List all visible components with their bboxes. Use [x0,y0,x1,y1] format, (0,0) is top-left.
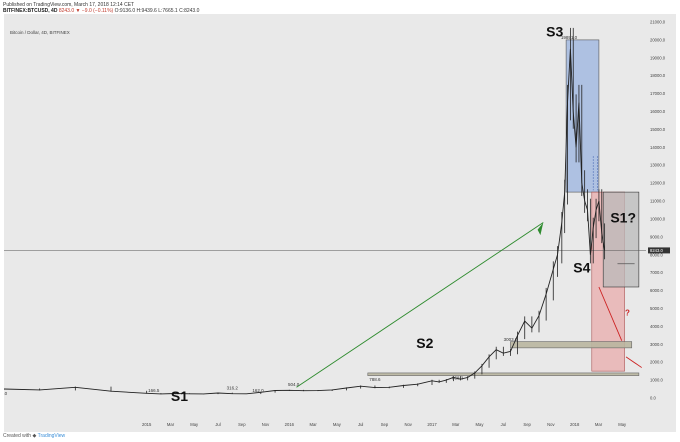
y-tick-label: 18000.0 [650,73,666,78]
y-tick-label: 10000.0 [650,216,666,221]
x-tick-label: Sep [523,422,531,427]
zone-S1q-box [602,191,640,288]
price-label: 5.0 [4,391,8,396]
price-label: 162.0 [252,388,264,393]
price-label: 788.6 [369,377,381,382]
y-tick-label: 6000.0 [650,288,663,293]
x-tick-label: Mar [167,422,175,427]
current-price-label: 8243.0 [650,248,663,253]
price-chart[interactable]: 0.0 1000.0 2000.0 3000.0 4000.0 5000.0 6000.0 7… [4,14,676,432]
price-label: 19891.0 [561,35,578,40]
x-tick-label: Nov [547,422,555,427]
y-tick-label: 20000.0 [650,37,666,42]
zone-support-1200-box [367,372,640,376]
annotation-S1q: S1? [610,210,636,226]
x-tick-label: May [190,422,199,427]
y-tick-label: 17000.0 [650,91,666,96]
y-tick-label: 4000.0 [650,324,663,329]
x-tick-label: May [476,422,485,427]
x-tick-label: May [618,422,627,427]
x-tick-label: 2015 [142,422,152,427]
y-tick-label: 9000.0 [650,234,663,239]
price-label: 3003.0 [504,337,518,342]
ohlc-values: O:9136.0 H:9439.6 L:7665.1 C:8243.0 [114,8,200,14]
x-tick-label: Mar [452,422,460,427]
y-tick-label: 12000.0 [650,181,666,186]
x-tick-label: Sep [381,422,389,427]
y-tick-label: 11000.0 [650,199,665,204]
down-arrow [598,286,623,341]
zone-support-3000-box [510,341,633,349]
x-tick-label: 2016 [285,422,295,427]
y-tick-label: 14000.0 [650,145,666,150]
symbol-line: BITFINEX:BTCUSD, 4D 8243.0 ▼ −9.0 (−0.11… [3,8,199,14]
x-tick-label: Nov [262,422,270,427]
x-tick-label: 2017 [427,422,437,427]
x-tick-label: Jul [358,422,363,427]
x-tick-label: Jul [215,422,220,427]
down-arrow-2 [625,356,642,368]
trend-arrow-head [537,222,544,236]
x-tick-label: Mar [310,422,318,427]
x-tick-label: Sep [238,422,246,427]
y-tick-label: 16000.0 [650,109,666,114]
y-tick-label: 13000.0 [650,163,666,168]
y-tick-label: 0.0 [650,396,656,401]
chart-area[interactable]: Bitcoin / Dollar, 4D, BITFINEX 0.0 1000.0… [4,14,676,432]
published-header: Published on TradingView.com, March 17, … [3,2,135,8]
annotation-S4: S4 [573,260,590,276]
y-tick-label: 1000.0 [650,378,663,383]
annotation-q: ? [625,309,630,318]
created-with-text: Created with [3,433,32,439]
y-tick-label: 15000.0 [650,127,666,132]
y-tick-label: 19000.0 [650,55,666,60]
annotation-S3: S3 [546,23,563,39]
price-label: 504.0 [288,382,300,387]
y-tick-label: 3000.0 [650,342,663,347]
quote-change: 8243.0 ▼ −9.0 (−0.11%) [58,8,114,14]
y-tick-label: 2000.0 [650,360,663,365]
price-series-line [4,48,606,395]
x-tick-label: Mar [595,422,603,427]
annotation-S1: S1 [171,388,188,404]
footer: Created with ◆ TradingView [3,433,65,439]
price-label: 868.2 [452,375,464,380]
y-tick-label: 21000.0 [650,20,666,25]
price-label: 316.2 [227,385,239,390]
tradingview-brand: TradingView [37,433,66,439]
y-tick-label: 8000.0 [650,252,663,257]
annotation-S2: S2 [416,335,433,351]
x-tick-label: Jul [501,422,506,427]
tradingview-logo-icon: ◆ [32,433,37,439]
chart-title: Bitcoin / Dollar, 4D, BITFINEX [10,30,70,35]
y-tick-label: 5000.0 [650,306,663,311]
y-tick-label: 7000.0 [650,270,663,275]
x-tick-label: May [333,422,342,427]
price-label: 166.5 [148,388,160,393]
x-tick-label: Nov [404,422,412,427]
current-price-tag [648,247,670,254]
symbol: BITFINEX:BTCUSD, 4D [3,8,58,14]
trend-arrow [296,222,544,388]
x-tick-label: 2018 [570,422,580,427]
